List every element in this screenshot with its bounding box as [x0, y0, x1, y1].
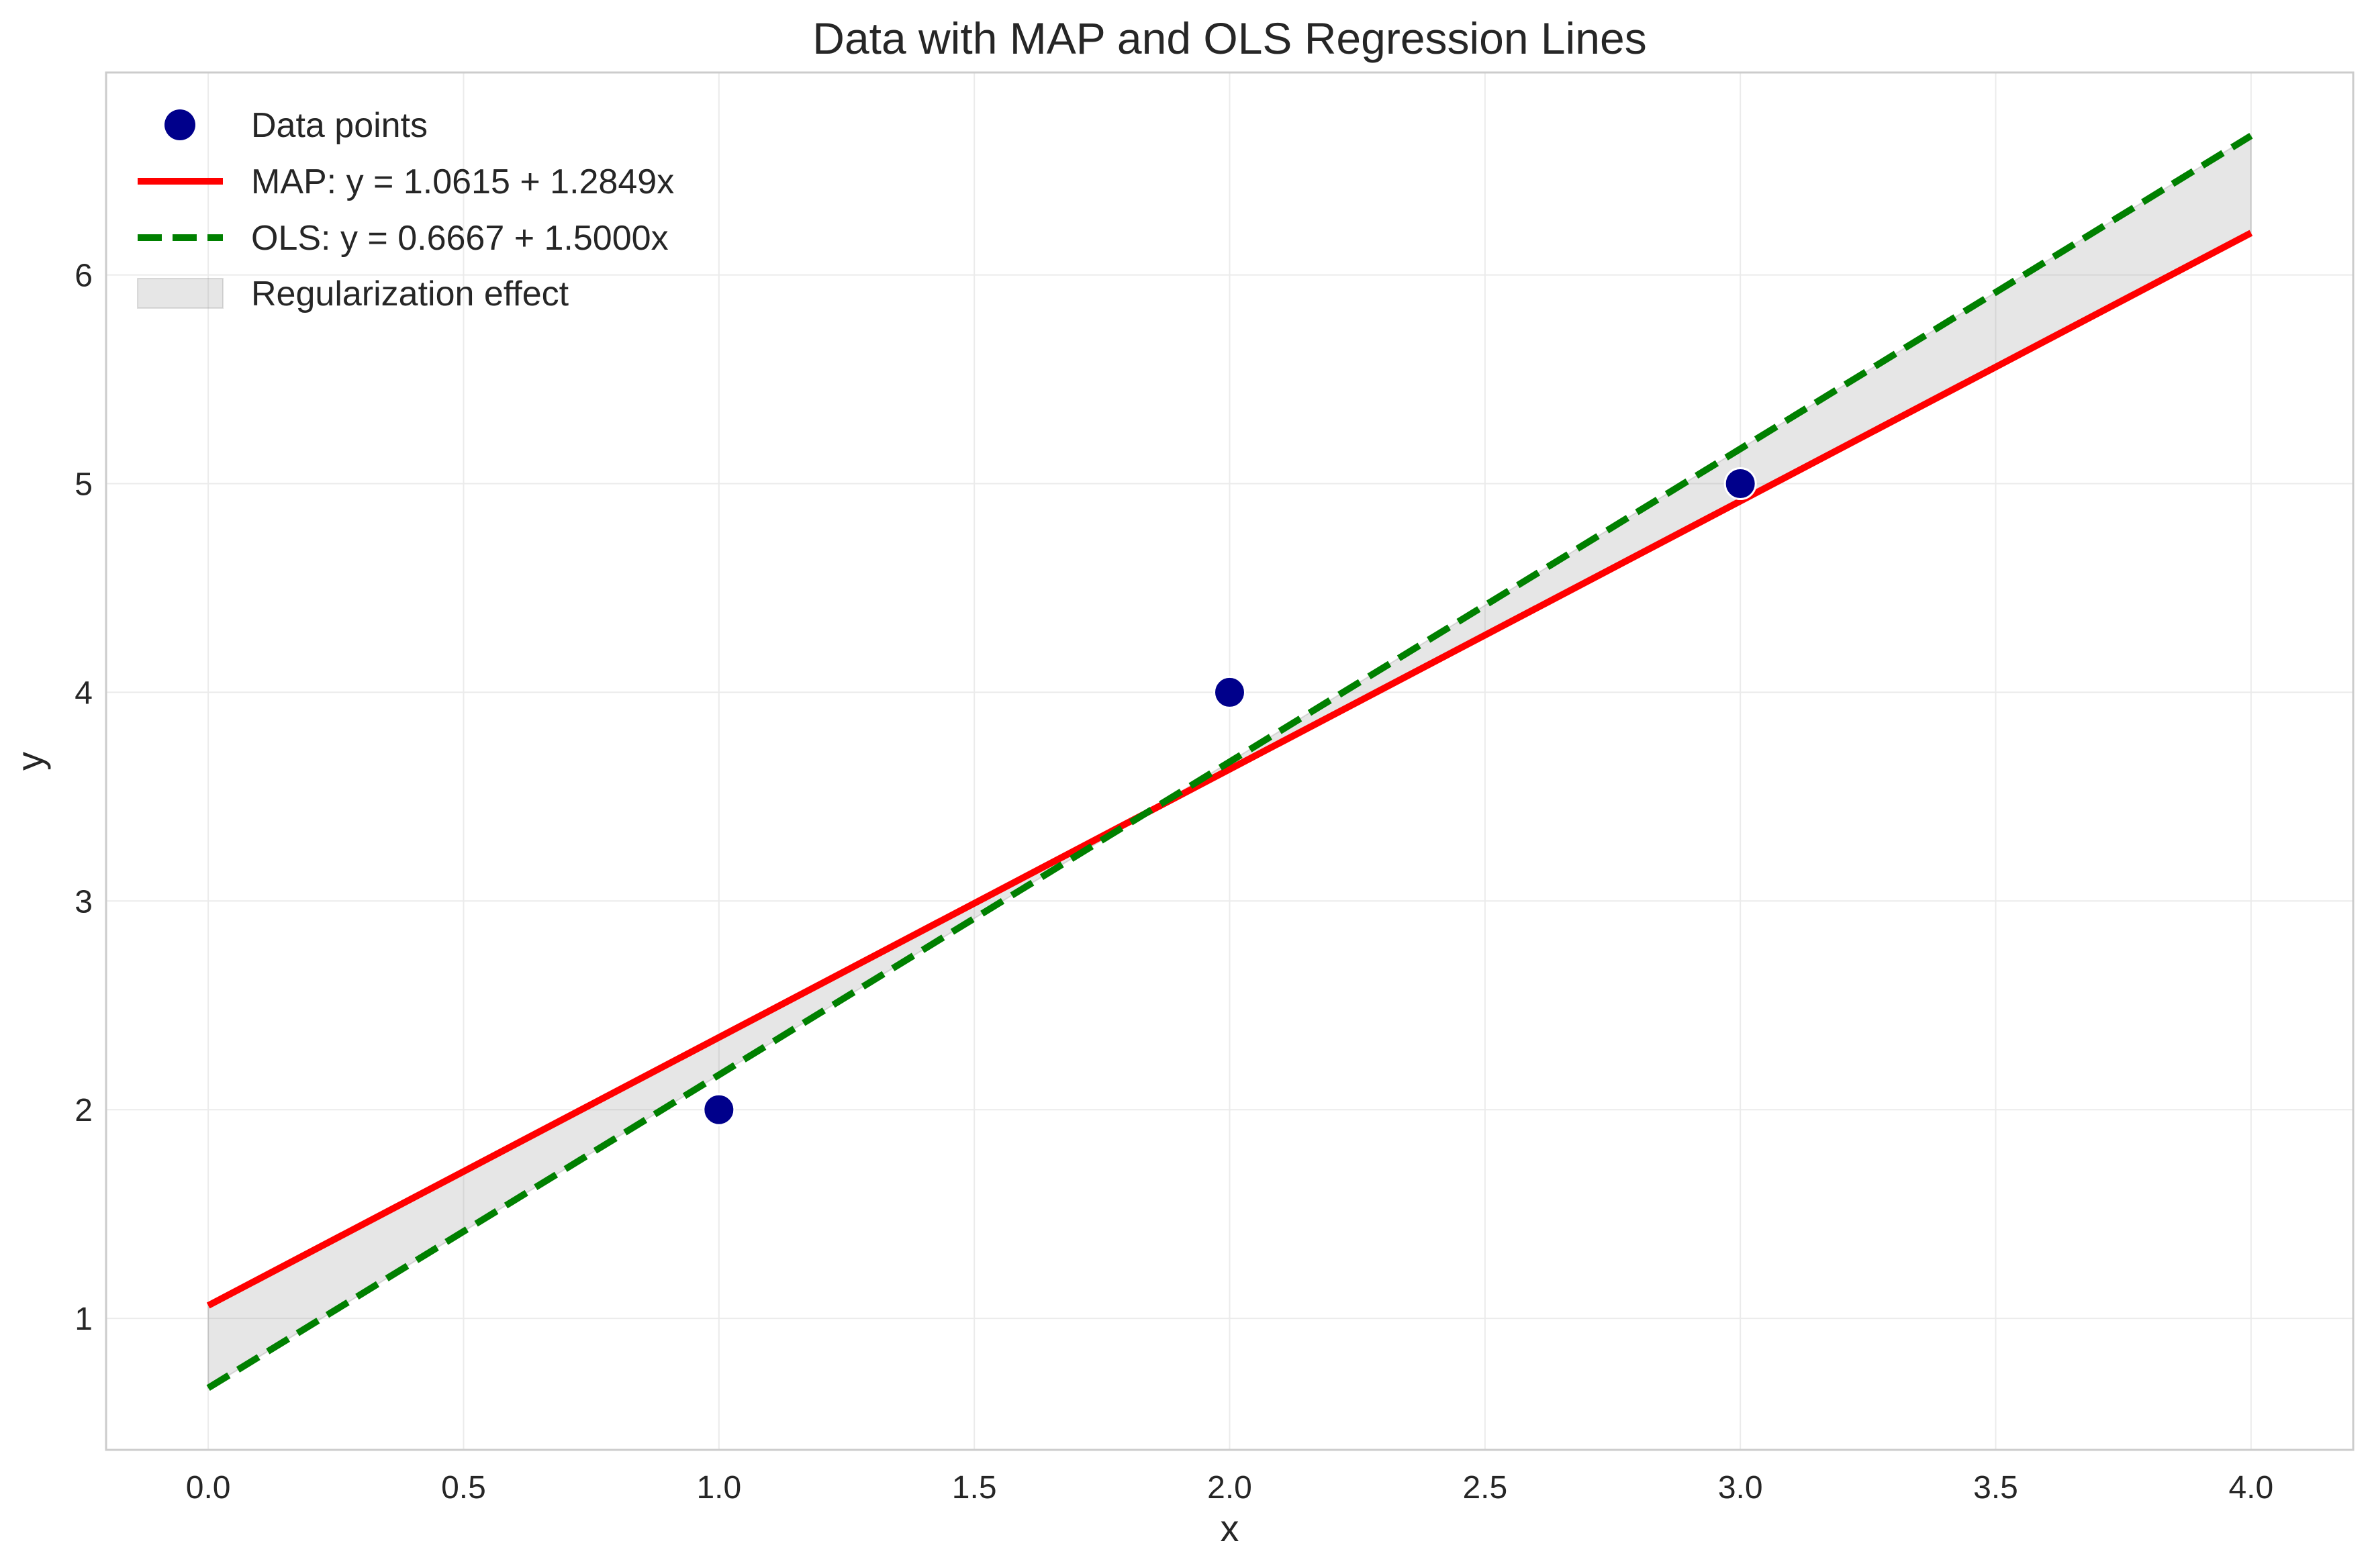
legend-label: MAP: y = 1.0615 + 1.2849x	[251, 162, 674, 201]
x-tick-label: 2.5	[1462, 1470, 1507, 1506]
data-point	[1213, 675, 1246, 709]
legend-marker-regularization	[137, 278, 224, 309]
y-tick-label: 3	[75, 884, 93, 920]
x-tick-label: 0.5	[441, 1470, 486, 1506]
chart-title: Data with MAP and OLS Regression Lines	[812, 13, 1646, 63]
legend-label: Regularization effect	[251, 275, 569, 313]
y-tick-label: 5	[75, 467, 93, 502]
x-tick-label: 1.5	[952, 1470, 997, 1506]
legend-label: Data points	[251, 106, 428, 145]
x-tick-label: 2.0	[1207, 1470, 1252, 1506]
grid	[106, 72, 2353, 1450]
data-point	[702, 1093, 736, 1126]
legend: Data points MAP: y = 1.0615 + 1.2849x OLS:…	[137, 106, 674, 313]
x-tick-labels: 0.0 0.5 1.0 1.5 2.0 2.5 3.0 3.5 4.0	[186, 1470, 2273, 1506]
series-layer	[206, 133, 2253, 1391]
y-tick-label: 4	[75, 675, 93, 711]
x-tick-label: 4.0	[2228, 1470, 2273, 1506]
map-regression-line	[206, 230, 2253, 1309]
x-tick-label: 3.5	[1973, 1470, 2018, 1506]
legend-label: OLS: y = 0.6667 + 1.5000x	[251, 219, 669, 258]
scatter-layer	[702, 467, 1757, 1126]
x-tick-label: 3.0	[1718, 1470, 1763, 1506]
y-tick-label: 1	[75, 1302, 93, 1337]
y-axis-label: y	[9, 752, 51, 771]
y-tick-label: 2	[75, 1093, 93, 1128]
x-axis-label: x	[1221, 1507, 1239, 1549]
ols-regression-line	[206, 133, 2253, 1391]
x-tick-label: 0.0	[186, 1470, 231, 1506]
legend-marker-data-points	[164, 109, 195, 140]
data-point	[1723, 467, 1757, 500]
plot-frame	[105, 71, 2355, 1451]
x-tick-label: 1.0	[696, 1470, 741, 1506]
y-tick-labels: 1 2 3 4 5 6	[75, 258, 93, 1338]
y-tick-label: 6	[75, 258, 93, 294]
